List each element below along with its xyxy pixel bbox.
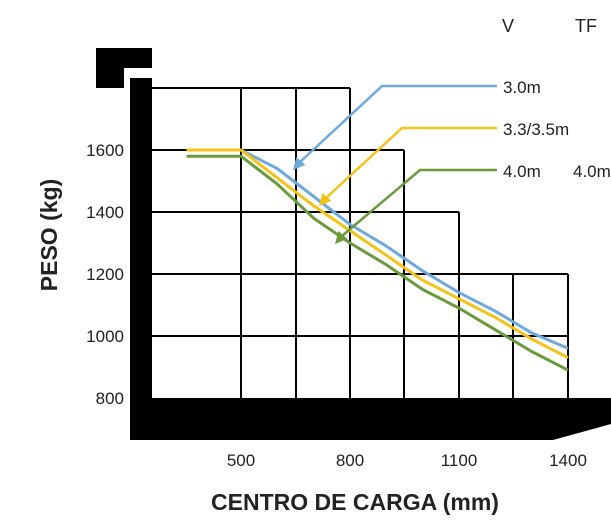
legend-label-2: 4.0m [503, 162, 541, 181]
chart-grid [152, 87, 569, 398]
x-axis-title: CENTRO DE CARGA (mm) [211, 489, 499, 515]
frame-base [130, 398, 611, 440]
legend-header-tf: TF [575, 16, 597, 36]
series-line-0 [186, 148, 569, 350]
series-line-1 [186, 148, 569, 360]
x-tick-label: 1100 [441, 451, 478, 470]
y-axis-title: PESO (kg) [36, 179, 62, 291]
x-tick-label: 500 [227, 451, 255, 470]
ticks-layer: 500 800 1100 1400 800 1000 1200 1400 1600 [86, 141, 587, 470]
chart-frame [96, 48, 611, 440]
frame-vertical-bar [130, 78, 152, 438]
legend-arrow-1 [319, 193, 332, 206]
x-tick-label: 800 [336, 451, 364, 470]
y-tick-label: 1200 [86, 265, 124, 284]
legend-leader-0 [299, 84, 497, 163]
legend-header-v: V [502, 16, 514, 36]
legend-leader-1 [325, 126, 497, 199]
series-line-2 [186, 154, 569, 372]
legend-label-1: 3.3/3.5m [503, 120, 569, 139]
y-tick-label: 1000 [86, 327, 124, 346]
legend-label-0: 3.0m [503, 78, 541, 97]
y-tick-label: 1400 [86, 203, 124, 222]
legend-arrow-2 [335, 231, 348, 244]
legend-layer: 3.0m 3.3/3.5m 4.0m 4.0m [293, 78, 611, 244]
y-tick-label: 800 [96, 389, 124, 408]
series-layer [186, 148, 569, 372]
legend-arrow-0 [293, 157, 306, 170]
x-tick-label: 1400 [549, 451, 587, 470]
frame-top-hook [96, 48, 152, 88]
legend-tf-label-2: 4.0m [573, 162, 611, 181]
y-tick-label: 1600 [86, 141, 124, 160]
legend-leader-2 [341, 168, 497, 237]
